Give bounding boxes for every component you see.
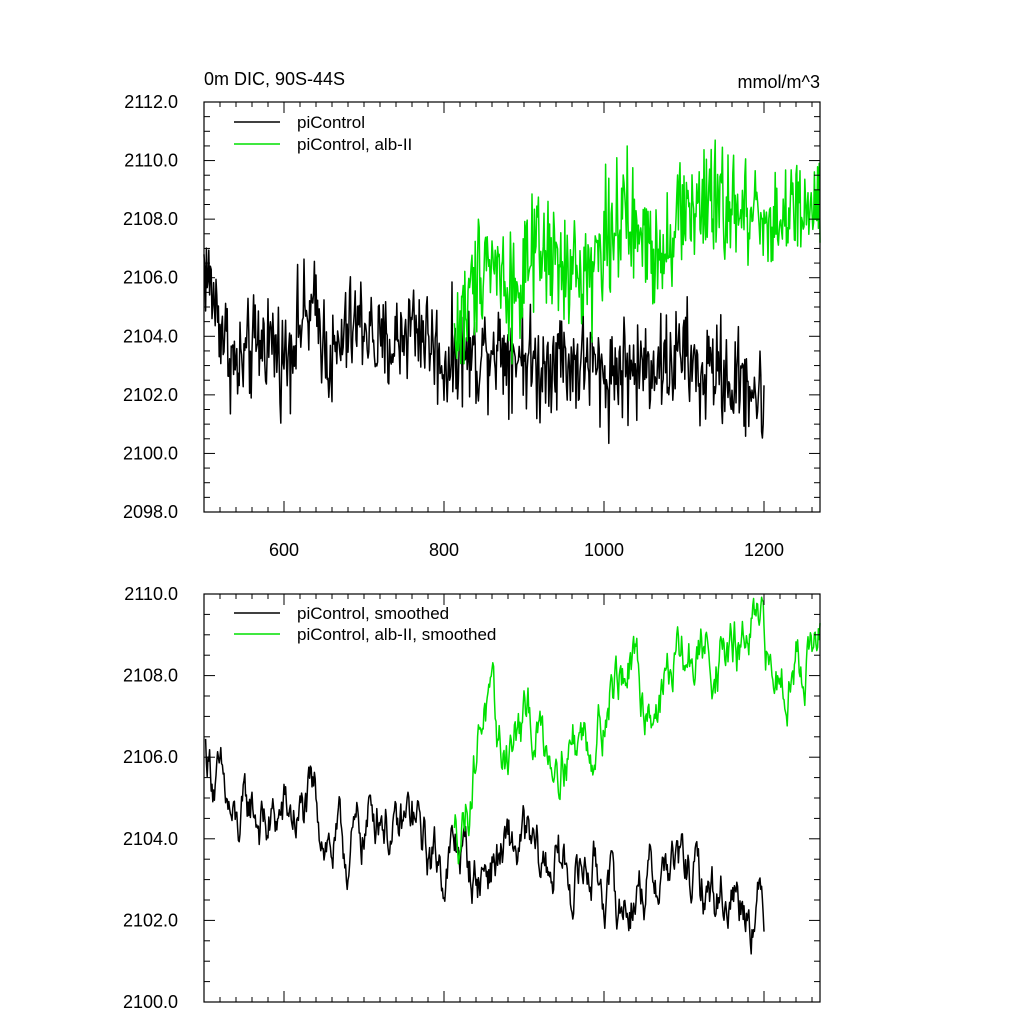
y-tick-label: 2108.0 [123,209,178,229]
y-tick-label: 2108.0 [123,666,178,686]
series-line-picontrol-alb-ii-smoothed [453,596,821,865]
y-tick-label: 2110.0 [124,151,178,171]
legend-label-picontrol-smoothed: piControl, smoothed [297,604,449,623]
y-tick-label: 2106.0 [123,747,178,767]
legend-label-picontrol-alb-ii: piControl, alb-II [297,135,412,154]
y-tick-label: 2106.0 [123,268,178,288]
legend-label-picontrol-alb-ii-smoothed: piControl, alb-II, smoothed [297,625,496,644]
y-tick-label: 2110.0 [124,584,178,604]
y-tick-label: 2102.0 [123,910,178,930]
top-panel-axes: 2098.0 2100.0 2102.0 2104.0 2106.0 2108.0 2110… [123,92,821,560]
y-tick-label: 2104.0 [123,829,178,849]
bottom-panel-axes: 2100.0 2102.0 2104.0 2106.0 2108.0 2110.0 [123,584,821,1012]
x-tick-label: 1200 [744,540,784,560]
bottom-panel: 2100.0 2102.0 2104.0 2106.0 2108.0 2110.0 piC… [123,584,821,1012]
bottom-panel-legend: piControl, smoothed piControl, alb-II, s… [234,604,496,644]
y-tick-label: 2102.0 [123,385,178,405]
top-panel-units: mmol/m^3 [738,72,820,92]
series-line-picontrol [203,247,765,445]
x-tick-label: 1000 [584,540,624,560]
series-line-picontrol-smoothed [204,738,765,955]
y-tick-label: 2098.0 [123,502,178,522]
top-panel-legend: piControl piControl, alb-II [234,113,412,154]
y-tick-label: 2100.0 [123,992,178,1012]
x-tick-label: 600 [269,540,299,560]
y-tick-label: 2100.0 [123,443,178,463]
x-tick-label: 800 [429,540,459,560]
top-panel-title: 0m DIC, 90S-44S [204,69,345,89]
top-panel-series-layer [203,139,821,445]
top-panel: 0m DIC, 90S-44S mmol/m^3 2098.0 2100.0 210… [123,69,821,560]
y-tick-label: 2104.0 [123,326,178,346]
legend-label-picontrol: piControl [297,113,365,132]
series-line-picontrol-alb-ii [453,139,821,365]
y-tick-label: 2112.0 [124,92,178,112]
bottom-panel-series-layer [204,596,821,955]
